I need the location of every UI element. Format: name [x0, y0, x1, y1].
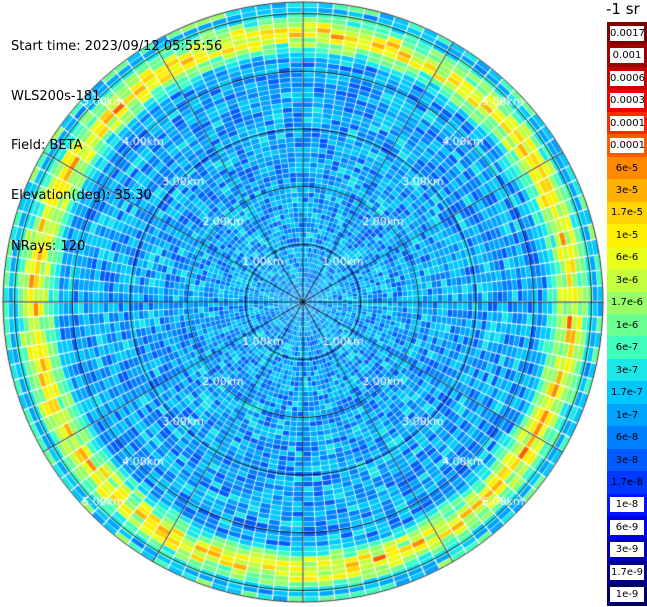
- colorbar-label: 1.7e-6: [610, 297, 644, 309]
- colorbar-swatch: [607, 269, 647, 293]
- colorbar-label: 3e-8: [615, 454, 639, 466]
- colorbar-swatch: [607, 156, 647, 180]
- colorbar-swatch: [607, 358, 647, 382]
- ppi-plot: [0, 0, 607, 607]
- colorbar-label: 6e-6: [615, 252, 639, 264]
- colorbar-label: 1e-9: [610, 587, 644, 603]
- colorbar-label: 0.001: [610, 48, 644, 64]
- colorbar-label: 6e-7: [615, 342, 639, 354]
- elevation: Elevation(deg): 35.30: [11, 187, 152, 203]
- colorbar-label: 1e-5: [615, 229, 639, 241]
- colorbar-label: 1.7e-8: [610, 476, 644, 488]
- colorbar: 0.0017 0.001 0.0006 0.0003 0.00017 0.0001 6e-5…: [607, 22, 647, 607]
- colorbar-swatch: [607, 201, 647, 225]
- colorbar-swatch: [607, 471, 647, 495]
- colorbar-label: 3e-9: [610, 542, 644, 558]
- colorbar-swatch: [607, 381, 647, 405]
- colorbar-label: 0.0017: [610, 25, 645, 41]
- colorbar-title: -1 sr: [606, 0, 640, 18]
- colorbar-label: 0.0006: [610, 70, 645, 86]
- colorbar-label: 1e-8: [610, 497, 644, 513]
- colorbar-swatch: [607, 224, 647, 248]
- instrument-name: WLS200s-181: [11, 88, 101, 104]
- colorbar-label: 6e-8: [615, 432, 639, 444]
- colorbar-label: 3e-5: [615, 184, 639, 196]
- field-name: Field: BETA: [11, 138, 83, 153]
- colorbar-label: 0.00017: [610, 115, 647, 131]
- colorbar-label: 1.7e-5: [610, 207, 644, 219]
- colorbar-swatch: [607, 291, 647, 315]
- colorbar-swatch: [607, 246, 647, 270]
- colorbar-label: 1.7e-7: [610, 387, 644, 399]
- colorbar-label: 1e-6: [615, 319, 639, 331]
- colorbar-swatch: [607, 336, 647, 360]
- colorbar-swatch: [607, 179, 647, 203]
- colorbar-label: 1.7e-9: [610, 564, 644, 580]
- colorbar-swatch: [607, 426, 647, 450]
- start-time: Start time: 2023/09/12 05:55:56: [11, 39, 223, 54]
- nrays: NRays: 120: [11, 239, 86, 254]
- colorbar-label: 1e-7: [615, 409, 639, 421]
- colorbar-swatch: [607, 403, 647, 427]
- colorbar-label: 0.0001: [610, 138, 645, 154]
- colorbar-swatch: [607, 448, 647, 472]
- colorbar-swatch: [607, 314, 647, 337]
- colorbar-label: 6e-9: [610, 519, 644, 535]
- colorbar-label: 3e-7: [615, 364, 639, 376]
- colorbar-label: 3e-6: [615, 274, 639, 286]
- scan-info: Start time: 2023/09/12 05:55:56 WLS200s-…: [11, 6, 222, 272]
- colorbar-label: 0.0003: [610, 93, 645, 109]
- colorbar-label: 6e-5: [615, 162, 639, 174]
